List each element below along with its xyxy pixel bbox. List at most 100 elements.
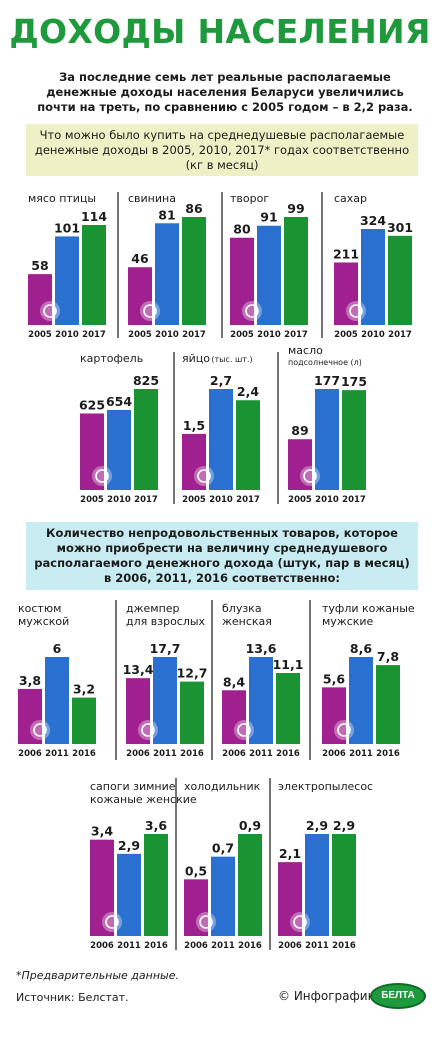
data-label: 3,6 [145, 818, 167, 833]
bar-2011 [45, 657, 69, 744]
suit-icon [30, 720, 50, 740]
data-label: 5,6 [323, 671, 345, 686]
chart-title: сапоги зимние кожаные женские [90, 780, 197, 806]
bar-2010 [361, 229, 385, 325]
chart-3: творог 80 2005 91 2010 99 2017 [230, 192, 308, 340]
tick-label: 2011 [249, 749, 273, 759]
tick-label: 2010 [257, 330, 281, 340]
data-label: 13,4 [123, 662, 154, 677]
bar-2011 [305, 834, 329, 936]
credit-text: © Инфографика [278, 989, 383, 1003]
tick-label: 2010 [209, 495, 233, 505]
tick-label: 2005 [28, 330, 52, 340]
data-label: 7,8 [377, 649, 399, 664]
bar-2017 [284, 217, 308, 325]
data-label: 2,4 [237, 384, 259, 399]
data-label: 101 [54, 220, 80, 235]
bar-2016 [238, 834, 262, 936]
data-label: 2,9 [118, 838, 140, 853]
data-label: 58 [31, 258, 48, 273]
chart-title: туфли кожаные мужские [322, 602, 415, 628]
bar-2017 [388, 235, 412, 325]
data-label: 0,9 [239, 818, 261, 833]
bar-2016 [72, 697, 96, 744]
bar-2005 [182, 433, 206, 490]
tick-label: 2010 [315, 495, 339, 505]
bar-2011 [153, 657, 177, 744]
data-label: 91 [260, 210, 277, 225]
chart-title: холодильник [184, 780, 261, 793]
chart-title: яйцо [182, 352, 210, 365]
chart-title: картофель [80, 352, 143, 365]
tick-label: 2006 [126, 749, 150, 759]
chart-10: блузка женская 8,4 2006 13,6 2011 11,1 2016 [222, 602, 303, 759]
chart-12: сапоги зимние кожаные женские 3,4 2006 2,9 20… [90, 780, 197, 951]
bar-2005 [230, 237, 254, 325]
data-label: 177 [314, 373, 340, 388]
tick-label: 2017 [182, 330, 206, 340]
data-label: 81 [158, 207, 175, 222]
data-label: 324 [360, 213, 386, 228]
tick-label: 2010 [107, 495, 131, 505]
tick-label: 2011 [45, 749, 69, 759]
oil-drop-icon [300, 466, 320, 486]
bar-2016 [180, 681, 204, 744]
data-label: 11,1 [273, 657, 304, 672]
tick-label: 2010 [361, 330, 385, 340]
tick-label: 2011 [349, 749, 373, 759]
tick-label: 2017 [388, 330, 412, 340]
bar-2006 [90, 839, 114, 936]
bar-2016 [144, 834, 168, 936]
bar-2005 [128, 267, 152, 325]
bar-2016 [332, 834, 356, 936]
tick-label: 2006 [278, 941, 302, 951]
data-label: 86 [185, 201, 203, 216]
source-note: Источник: Белстат. [16, 991, 129, 1004]
sweater-icon [138, 720, 158, 740]
chart-5: картофель 625 2005 654 2010 825 2017 [79, 352, 159, 505]
data-label: 3,2 [73, 682, 95, 697]
bar-2011 [349, 657, 373, 744]
chart-1: мясо птицы 58 2005 101 2010 114 2017 [28, 192, 107, 340]
chart-4: сахар 211 2005 324 2010 301 2017 [333, 192, 413, 340]
data-label: 17,7 [150, 641, 181, 656]
chart-11: туфли кожаные мужские 5,6 2006 8,6 2011 7,8 201… [322, 602, 415, 759]
section2-heading: Количество непродовольственных товаров, … [26, 522, 418, 590]
bar-2017 [182, 217, 206, 325]
section1-heading: Что можно было купить на среднедушевые р… [26, 124, 418, 176]
data-label: 89 [291, 423, 308, 438]
belta-logo: БЕЛТА [370, 983, 426, 1009]
bar-2016 [276, 672, 300, 744]
data-label: 0,7 [212, 841, 234, 856]
chart-title: джемпер для взрослых [126, 602, 206, 628]
bar-2011 [211, 856, 235, 936]
page-title: ДОХОДЫ НАСЕЛЕНИЯ [9, 12, 431, 51]
intro-text: За последние семь лет реальные располага… [37, 70, 413, 114]
bar-2010 [107, 409, 131, 490]
tick-label: 2017 [342, 495, 366, 505]
data-label: 8,6 [350, 641, 372, 656]
cottage-cheese-icon [242, 301, 262, 321]
bar-2010 [257, 225, 281, 325]
data-label: 301 [387, 220, 413, 235]
chart-subtitle: подсолнечное (л) [288, 358, 362, 367]
chart-title: электропылесос [278, 780, 373, 793]
egg-icon [194, 466, 214, 486]
chart-title: мясо птицы [28, 192, 96, 205]
bar-2017 [134, 389, 158, 490]
bar-2006 [18, 688, 42, 744]
bar-2011 [117, 853, 141, 936]
chart-13: холодильник 0,5 2006 0,7 2011 0,9 2016 [184, 780, 262, 951]
sugar-icon [346, 301, 366, 321]
data-label: 625 [79, 397, 105, 412]
chicken-icon [40, 301, 60, 321]
chart-title: блузка женская [222, 602, 272, 628]
data-label: 13,6 [246, 641, 277, 656]
tick-label: 2017 [82, 330, 106, 340]
bar-2010 [209, 389, 233, 490]
tick-label: 2016 [72, 749, 96, 759]
data-label: 46 [131, 251, 149, 266]
chart-title: свинина [128, 192, 176, 205]
tick-label: 2005 [230, 330, 254, 340]
